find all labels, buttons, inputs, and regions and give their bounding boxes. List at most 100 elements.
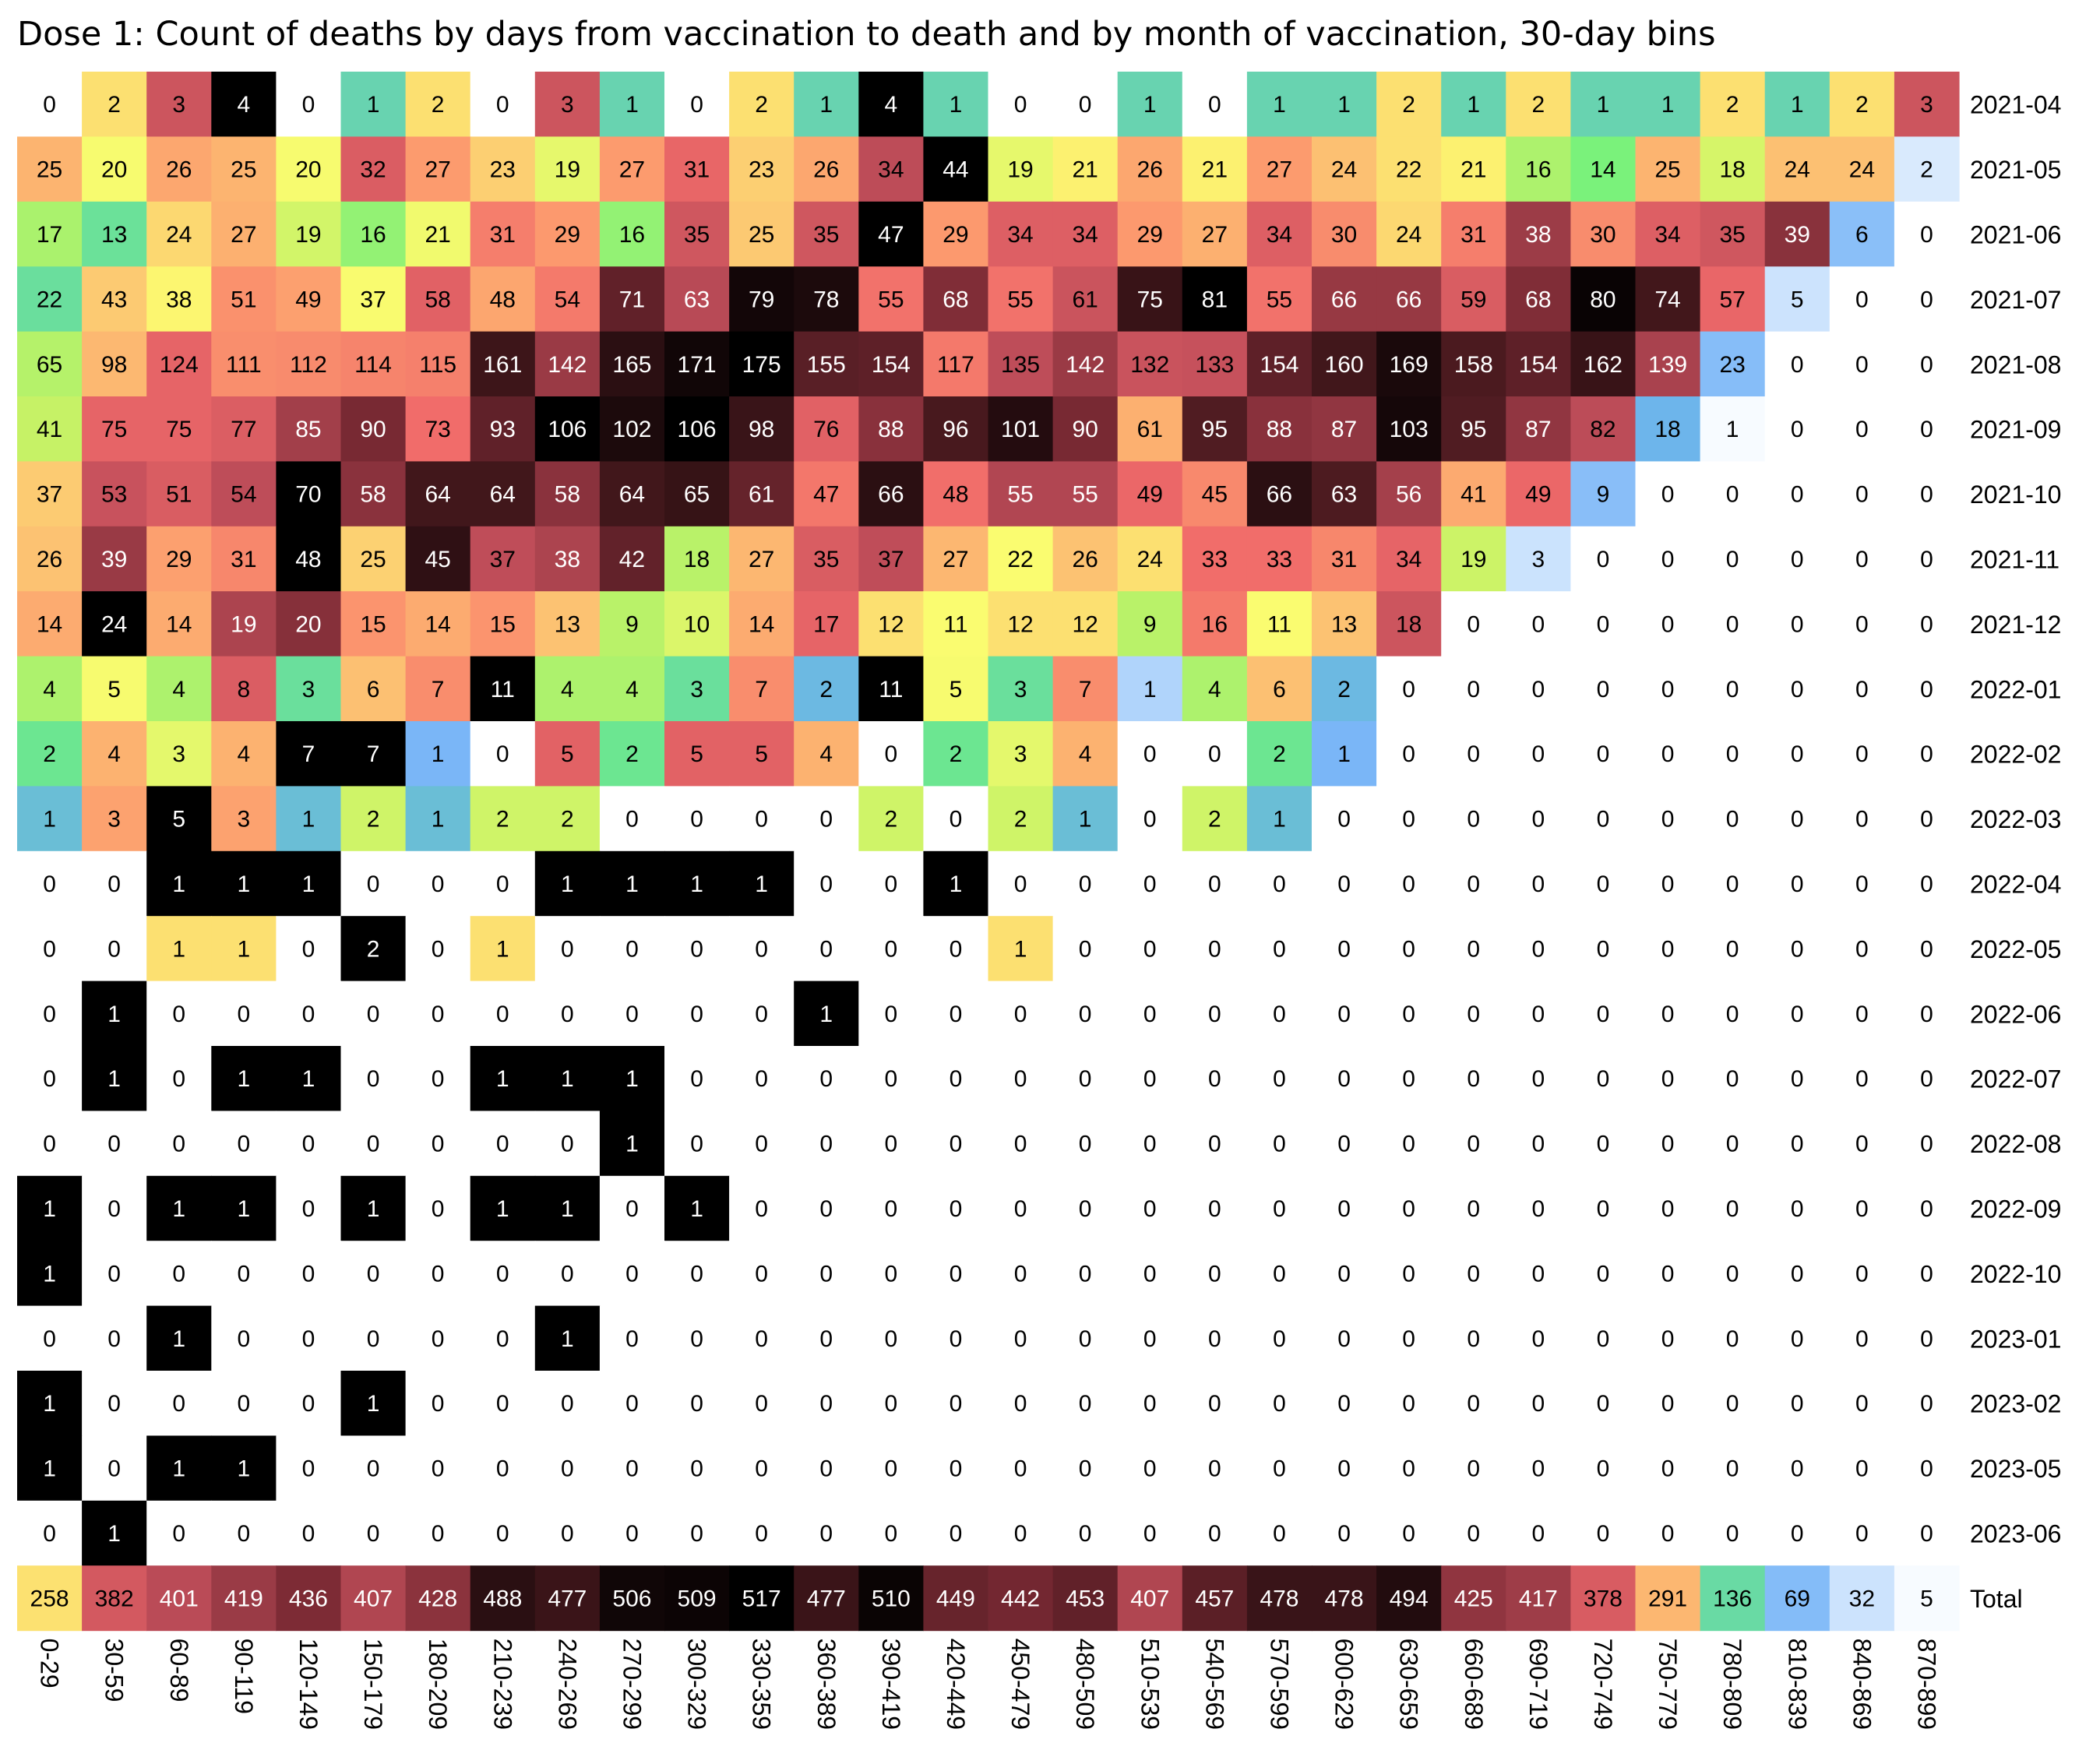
heatmap-cell [276, 266, 342, 333]
heatmap-cell [470, 1241, 536, 1307]
column-label: 600-629 [1330, 1639, 1358, 1730]
cell-value: 0 [1597, 807, 1610, 833]
cell-value: 55 [1267, 287, 1292, 312]
heatmap-cell [1312, 1435, 1377, 1502]
heatmap-cell [1894, 396, 1960, 462]
heatmap-cell [470, 721, 536, 787]
cell-value: 0 [1597, 871, 1610, 897]
row-label: 2022-07 [1970, 1065, 2061, 1093]
cell-value: 0 [950, 1261, 963, 1287]
heatmap-cell [1182, 1175, 1248, 1241]
heatmap-cell [1894, 1111, 1960, 1177]
heatmap-cell [988, 396, 1054, 462]
cell-value: 3 [238, 807, 251, 833]
heatmap-cell [1441, 1046, 1506, 1111]
cell-value: 29 [1137, 222, 1163, 248]
heatmap-cell [470, 72, 536, 137]
cell-value: 0 [1273, 1132, 1286, 1157]
heatmap-cell [1117, 266, 1183, 333]
heatmap-cell [1700, 1305, 1766, 1371]
heatmap-cell [1312, 1046, 1377, 1111]
cell-value: 0 [43, 1002, 56, 1027]
heatmap-cell [729, 266, 795, 333]
heatmap-cell [340, 72, 407, 137]
heatmap-cell [858, 1435, 924, 1502]
heatmap-cell [664, 656, 730, 722]
cell-value: 41 [37, 417, 62, 442]
heatmap-cell [858, 266, 924, 333]
heatmap-cell [1635, 1435, 1701, 1502]
row-label: 2022-02 [1970, 741, 2061, 769]
cell-value: 18 [684, 547, 710, 572]
heatmap-cell [1441, 331, 1506, 397]
cell-value: 1 [302, 871, 315, 897]
cell-value: 0 [1143, 1391, 1157, 1417]
heatmap-cell [1376, 1371, 1442, 1436]
cell-value: 20 [295, 611, 321, 637]
cell-value: 0 [1726, 1196, 1739, 1222]
heatmap-cell [1894, 1175, 1960, 1241]
cell-value: 0 [1337, 1261, 1351, 1287]
heatmap-cell [146, 1500, 212, 1566]
heatmap-cell [664, 721, 730, 787]
heatmap-cell [1376, 1435, 1442, 1502]
cell-value: 54 [555, 287, 580, 312]
cell-value: 65 [684, 482, 710, 508]
cell-value: 0 [43, 1326, 56, 1352]
cell-value: 3 [1532, 547, 1545, 572]
cell-value: 1 [625, 1066, 639, 1092]
cell-value: 1 [172, 936, 185, 962]
cell-value: 98 [749, 417, 774, 442]
cell-value: 258 [30, 1586, 69, 1611]
cell-value: 1 [1273, 807, 1286, 833]
heatmap-cell [1441, 396, 1506, 462]
cell-value: 0 [1791, 547, 1804, 572]
cell-value: 428 [418, 1586, 457, 1611]
cell-value: 4 [819, 741, 833, 767]
cell-value: 0 [367, 1326, 380, 1352]
cell-value: 453 [1066, 1586, 1105, 1611]
cell-value: 0 [1402, 1002, 1415, 1027]
heatmap-cell [1764, 461, 1830, 527]
heatmap-cell [340, 1435, 407, 1502]
heatmap-cell [1570, 656, 1637, 722]
heatmap-cell [82, 1565, 147, 1632]
cell-value: 0 [1208, 92, 1221, 118]
row-label: 2021-08 [1970, 350, 2061, 379]
heatmap-cell [146, 721, 212, 787]
cell-value: 26 [166, 157, 192, 183]
cell-value: 80 [1590, 287, 1616, 312]
cell-value: 1 [107, 1521, 121, 1547]
column-labels: 0-29 30-59 60-89 90-119 120-149 150-179 180-20… [36, 1639, 1941, 1730]
cell-value: 16 [619, 222, 645, 248]
heatmap-cell [1441, 1435, 1506, 1502]
cell-value: 4 [43, 677, 56, 702]
cell-value: 101 [1001, 417, 1040, 442]
heatmap-cell [534, 1241, 601, 1307]
heatmap-cell [1376, 72, 1442, 137]
cell-value: 0 [432, 1002, 445, 1027]
cell-value: 55 [878, 287, 904, 312]
cell-value: 85 [295, 417, 321, 442]
cell-value: 0 [1791, 1456, 1804, 1482]
heatmap-cell [470, 591, 536, 657]
heatmap-cell [1052, 1241, 1119, 1307]
column-label: 750-779 [1654, 1639, 1682, 1730]
heatmap-cell [794, 1371, 859, 1436]
heatmap-cell [1570, 850, 1637, 917]
cell-value: 12 [878, 611, 904, 637]
heatmap-cell [1182, 786, 1248, 852]
heatmap-cell [794, 201, 859, 267]
cell-value: 0 [1014, 1002, 1027, 1027]
cell-value: 0 [1855, 741, 1869, 767]
heatmap-cell [1829, 331, 1895, 397]
heatmap-cell [1894, 1371, 1960, 1436]
heatmap-cell [17, 136, 83, 202]
cell-value: 74 [1654, 287, 1680, 312]
heatmap-cell [1117, 1046, 1183, 1111]
cell-value: 0 [1597, 547, 1610, 572]
heatmap-cell [1312, 396, 1377, 462]
cell-value: 1 [819, 92, 833, 118]
cell-value: 64 [425, 482, 450, 508]
heatmap-cell [534, 1565, 601, 1632]
